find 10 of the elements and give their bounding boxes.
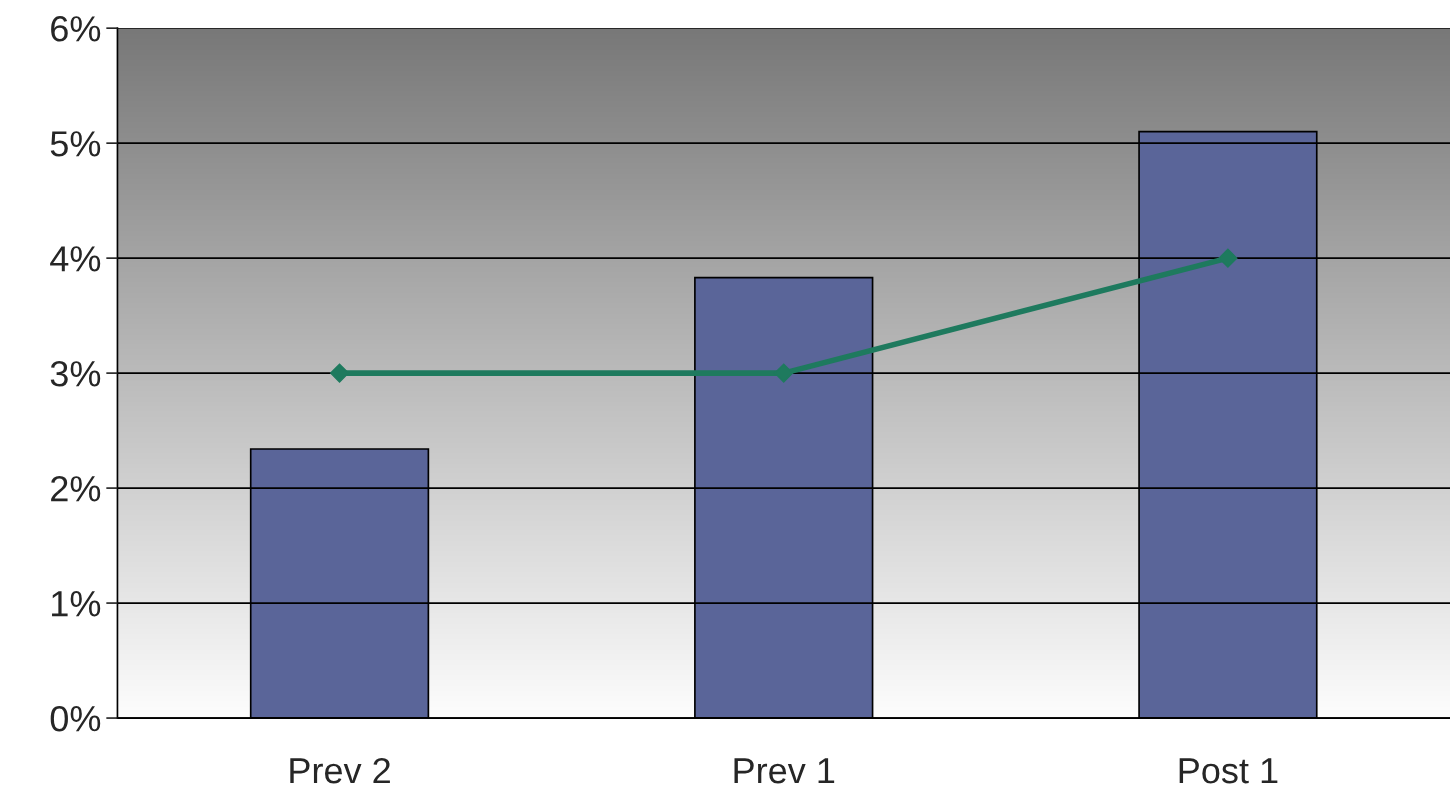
y-tick-label: 2% (51, 475, 101, 502)
y-tick-label: 0% (50, 705, 101, 732)
y-tick-label: 4% (50, 246, 101, 272)
y-tick-label: 6% (51, 16, 101, 42)
y-tick-label: 3% (50, 360, 101, 387)
x-tick-label: Prev 1 (734, 758, 835, 784)
x-tick-label: Prev 2 (290, 757, 390, 784)
x-tick-label: Post 1 (1179, 758, 1278, 784)
y-tick-label: 5% (50, 131, 101, 157)
y-tick-label: 1% (52, 591, 101, 617)
